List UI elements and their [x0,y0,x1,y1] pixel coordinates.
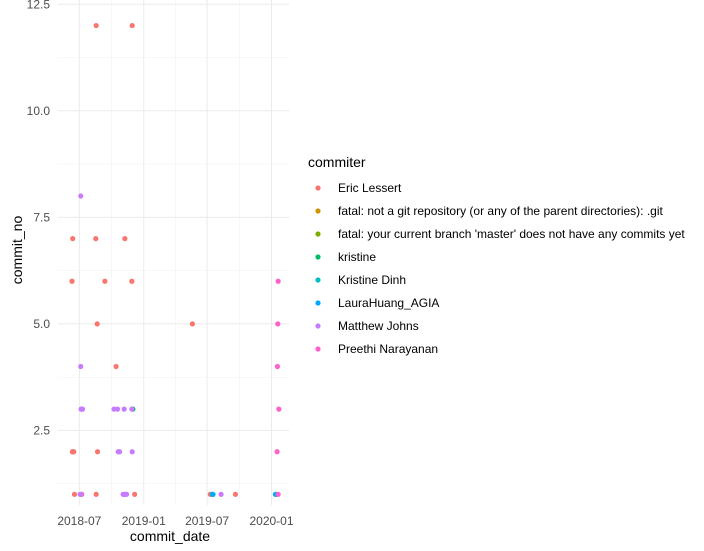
data-point [122,236,128,242]
data-point [69,278,75,284]
data-point [124,491,130,497]
data-point [93,22,99,29]
data-point [232,491,239,497]
legend-items: Eric Lessert fatal: not a git repository … [315,181,685,356]
data-point [121,406,127,412]
legend-label: Preethi Narayanan [338,342,438,356]
data-point [129,449,135,455]
legend-label: Matthew Johns [338,319,419,333]
data-point [189,321,195,327]
data-point [94,321,100,327]
legend-key [315,254,321,260]
data-point [71,491,78,497]
data-point [78,363,84,370]
legend-key [315,185,321,191]
data-point [78,491,84,497]
y-tick-label: 2.5 [33,423,50,437]
y-axis-title: commit_no [9,216,25,285]
legend-key [315,277,321,283]
data-point [132,491,138,497]
legend-title: commiter [308,154,366,170]
y-tick-label: 12.5 [27,0,51,11]
data-point [71,449,77,455]
x-tick-label: 2020-01 [249,514,293,528]
data-point [94,449,101,455]
x-tick-label: 2018-07 [57,514,101,528]
major-gridlines [58,0,289,505]
legend-key [315,346,321,352]
data-point [275,278,281,284]
y-tick-label: 5.0 [33,317,50,331]
data-point [276,406,282,412]
plot-panel [58,0,289,505]
x-tick-label: 2019-01 [122,514,166,528]
legend-label: LauraHuang_AGIA [338,296,439,310]
data-point [275,321,281,327]
data-point [129,406,135,412]
x-axis-ticks: 2018-07 2019-01 2019-07 2020-01 [57,514,294,528]
y-tick-label: 10.0 [27,104,51,118]
minor-gridlines [58,0,289,505]
legend-label: Eric Lessert [338,181,402,195]
data-point [210,491,216,497]
data-point [114,406,121,412]
y-tick-label: 7.5 [33,210,50,224]
data-point [70,236,76,242]
data-point [93,491,99,497]
data-point [274,449,280,455]
x-tick-label: 2019-07 [185,514,229,528]
legend-key [315,300,321,306]
data-point [79,406,86,412]
data-point [117,449,123,455]
legend-label: fatal: not a git repository (or any of t… [338,204,663,218]
data-point [129,22,135,29]
data-point [275,491,281,497]
data-point [78,193,84,199]
data-point [102,278,108,284]
data-point [274,363,281,370]
data-point [93,236,99,242]
legend-label: fatal: your current branch 'master' does… [338,227,685,241]
legend: commiter Eric Lessert fatal: not a git re… [308,154,685,356]
data-points [69,22,282,497]
data-point [129,278,135,284]
legend-label: Kristine Dinh [338,273,406,287]
legend-key [315,323,321,329]
data-point [113,363,119,370]
legend-key [315,208,321,214]
data-point [218,491,224,497]
legend-key [315,231,321,237]
y-axis-ticks: 2.5 5.0 7.5 10.0 12.5 [27,0,51,437]
legend-label: kristine [338,250,376,264]
x-axis-title: commit_date [130,528,210,544]
